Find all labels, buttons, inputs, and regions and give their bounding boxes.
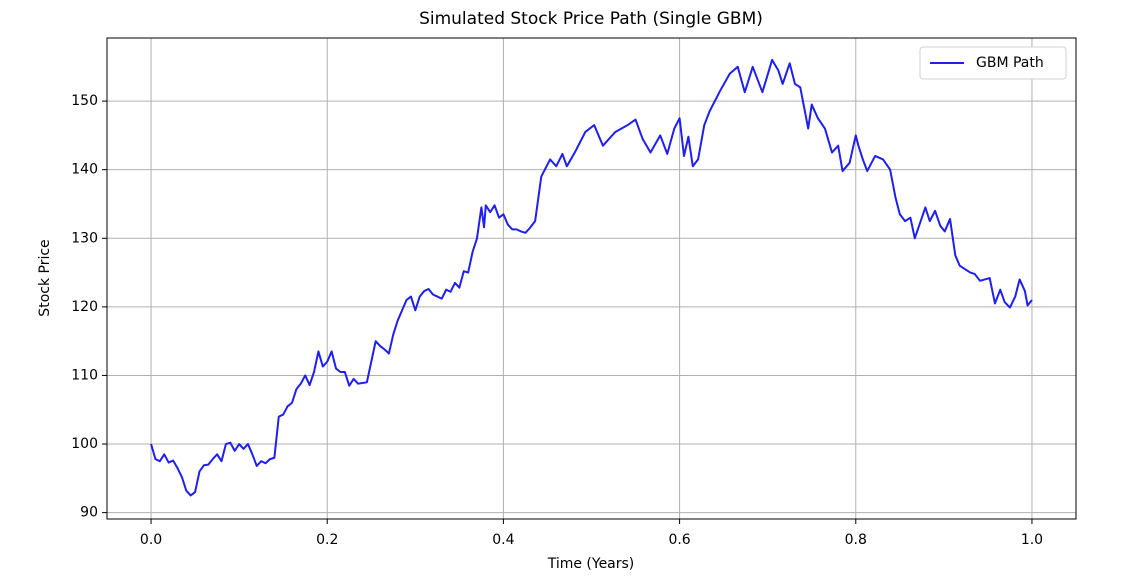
legend-box bbox=[919, 46, 1067, 80]
y-tick-label: 140 bbox=[71, 162, 98, 178]
chart-title: Simulated Stock Price Path (Single GBM) bbox=[419, 9, 763, 29]
legend-label: GBM Path bbox=[976, 55, 1044, 71]
y-tick-label: 90 bbox=[80, 505, 98, 521]
x-tick-label: 0.6 bbox=[668, 532, 690, 548]
x-tick-label: 0.0 bbox=[140, 532, 162, 548]
x-tick-label: 0.2 bbox=[316, 532, 338, 548]
x-tick-label: 0.8 bbox=[845, 532, 867, 548]
y-tick-label: 120 bbox=[71, 299, 98, 315]
y-axis-label: Stock Price bbox=[37, 239, 53, 316]
y-tick-label: 100 bbox=[71, 436, 98, 452]
x-tick-label: 0.4 bbox=[492, 532, 514, 548]
line-series bbox=[150, 58, 1033, 497]
x-axis-label: Time (Years) bbox=[547, 556, 635, 572]
y-tick-label: 110 bbox=[71, 367, 98, 383]
y-tick-label: 150 bbox=[71, 93, 98, 109]
x-tick-label: 1.0 bbox=[1021, 532, 1043, 548]
plot-frame bbox=[106, 37, 1077, 520]
y-tick-label: 130 bbox=[71, 230, 98, 246]
